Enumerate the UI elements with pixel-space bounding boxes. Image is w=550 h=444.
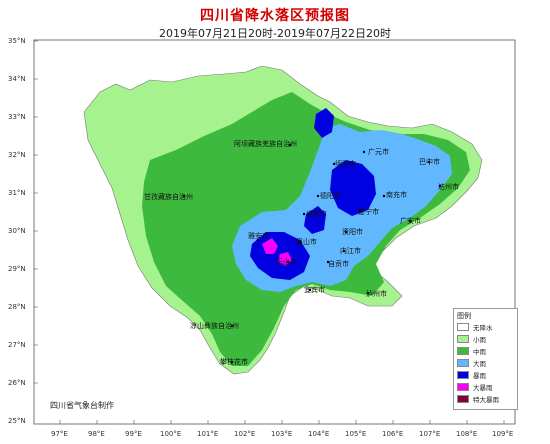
city-label: 德阳市 <box>320 191 341 200</box>
lon-tick-label: 108°E <box>456 430 477 438</box>
lon-tick-label: 103°E <box>271 430 292 438</box>
city-label: 内江市 <box>340 246 361 255</box>
rain-storm-region-north <box>314 108 334 138</box>
lat-tick-label: 31°N <box>8 189 26 197</box>
legend-item: 大雨 <box>457 358 515 368</box>
city-label: 广安市 <box>400 216 421 225</box>
forecast-time-range: 2019年07月21日20时-2019年07月22日20时 <box>159 27 391 40</box>
lon-tick-label: 109°E <box>492 430 513 438</box>
rain-storm-region-mid <box>304 206 326 234</box>
city-label: 甘孜藏族自治州 <box>144 192 193 201</box>
city-label: 南充市 <box>386 190 407 199</box>
lon-tick-label: 97°E <box>51 430 68 438</box>
city-label: 攀枝花市 <box>220 357 248 366</box>
rain-storm-region-central <box>330 160 376 216</box>
lon-tick-label: 100°E <box>160 430 181 438</box>
legend-swatch <box>457 359 469 367</box>
city-labels: 广元市 巴中市 绵阳市 阿坝藏族羌族自治州 达州市 德阳市 南充市 甘孜藏族自治… <box>144 139 459 366</box>
city-label: 广元市 <box>368 147 389 156</box>
city-label: 泸州市 <box>366 289 387 298</box>
city-label: 乐山市 <box>276 257 297 266</box>
lat-tick-label: 26°N <box>8 379 26 387</box>
city-label: 雅安市 <box>248 231 269 240</box>
rain-heavy-storm-region <box>262 238 292 266</box>
lat-tick-label: 28°N <box>8 303 26 311</box>
legend-swatch <box>457 371 469 379</box>
lat-tick-label: 29°N <box>8 265 26 273</box>
legend-swatch <box>457 335 469 343</box>
legend-item: 无降水 <box>457 322 515 332</box>
lon-tick-label: 101°E <box>197 430 218 438</box>
legend-item: 暴雨 <box>457 370 515 380</box>
legend-label: 特大暴雨 <box>473 396 499 404</box>
latitude-axis: 35°N 34°N 33°N 32°N 31°N 30°N 29°N 28°N … <box>8 37 26 425</box>
lon-tick-label: 102°E <box>234 430 255 438</box>
legend-item: 中雨 <box>457 346 515 356</box>
legend-label: 小雨 <box>473 336 486 344</box>
map-credit: 四川省气象台制作 <box>50 400 114 410</box>
city-label: 凉山彝族自治州 <box>190 321 239 330</box>
lat-tick-label: 35°N <box>8 37 26 45</box>
legend-item: 大暴雨 <box>457 382 515 392</box>
lat-tick-label: 34°N <box>8 75 26 83</box>
map-title: 四川省降水落区预报图 <box>200 8 350 24</box>
legend-label: 大暴雨 <box>473 384 493 392</box>
legend-item: 特大暴雨 <box>457 394 515 404</box>
lon-tick-label: 106°E <box>382 430 403 438</box>
city-label: 达州市 <box>438 182 459 191</box>
legend-swatch <box>457 347 469 355</box>
legend-label: 中雨 <box>473 348 486 356</box>
city-label: 眉山市 <box>296 237 317 246</box>
legend-label: 暴雨 <box>473 372 486 380</box>
legend-item: 小雨 <box>457 334 515 344</box>
city-label: 遂宁市 <box>358 207 379 216</box>
legend-swatch <box>457 395 469 403</box>
lat-tick-label: 33°N <box>8 113 26 121</box>
city-label: 阿坝藏族羌族自治州 <box>234 139 297 148</box>
city-markers <box>182 143 442 364</box>
lat-tick-label: 27°N <box>8 341 26 349</box>
lat-tick-label: 30°N <box>8 227 26 235</box>
legend-title: 图例 <box>457 312 471 320</box>
longitude-axis: 97°E 98°E 99°E 100°E 101°E 102°E 103°E 1… <box>51 430 513 438</box>
lat-tick-label: 32°N <box>8 151 26 159</box>
lon-tick-label: 99°E <box>125 430 142 438</box>
city-label: 巴中市 <box>419 157 440 166</box>
legend-label: 无降水 <box>473 324 493 332</box>
legend: 图例 无降水 小雨 中雨 大雨 暴雨 大暴雨 特大暴雨 <box>453 308 518 410</box>
longitude-ticks <box>59 420 505 424</box>
city-label: 成都市 <box>306 209 327 218</box>
city-label: 资阳市 <box>342 227 363 236</box>
latitude-ticks <box>34 40 38 384</box>
legend-swatch <box>457 383 469 391</box>
lon-tick-label: 107°E <box>419 430 440 438</box>
lon-tick-label: 105°E <box>345 430 366 438</box>
lat-tick-label: 25°N <box>8 417 26 425</box>
city-label: 自贡市 <box>328 259 349 268</box>
city-label: 绵阳市 <box>335 159 356 168</box>
legend-label: 大雨 <box>473 360 486 368</box>
legend-swatch <box>457 323 469 331</box>
lon-tick-label: 104°E <box>308 430 329 438</box>
lon-tick-label: 98°E <box>88 430 105 438</box>
city-label: 宜宾市 <box>304 285 325 294</box>
